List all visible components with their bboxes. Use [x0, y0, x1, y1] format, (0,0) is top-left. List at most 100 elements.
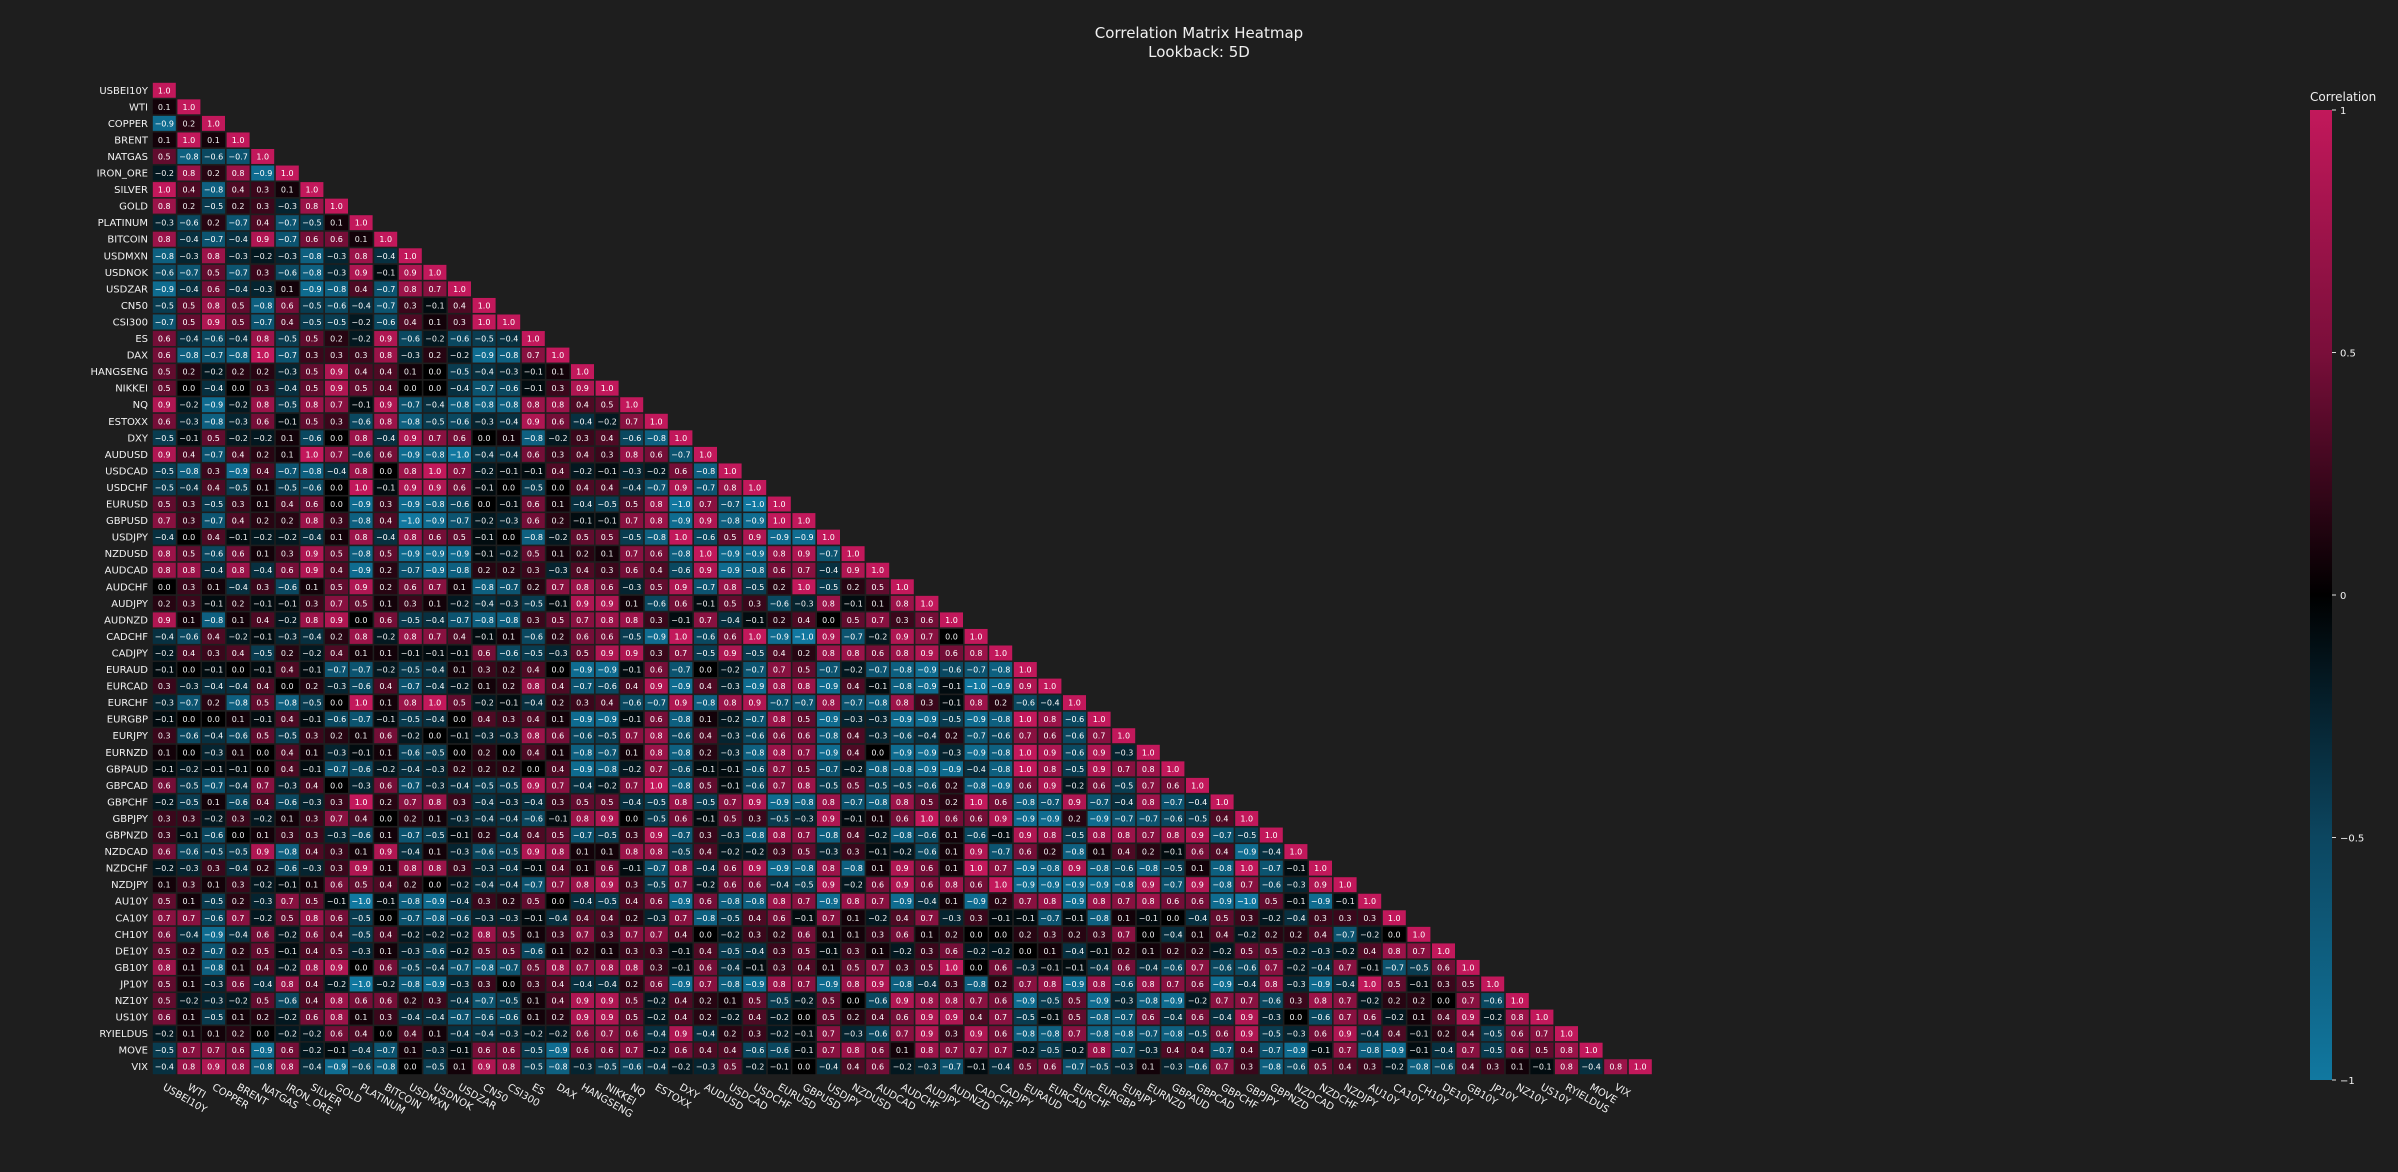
cell-value-label: −0.1: [696, 814, 715, 823]
cell-value-label: −0.2: [302, 1046, 321, 1055]
cell-value-label: −0.9: [302, 285, 321, 294]
cell-value-label: −0.4: [425, 963, 444, 972]
cell-value-label: 1.0: [453, 285, 466, 294]
cell-value-label: 0.4: [1191, 1046, 1204, 1055]
cell-value-label: 0.2: [478, 831, 491, 840]
cell-value-label: 0.1: [1142, 1063, 1155, 1072]
cell-value-label: 0.4: [183, 186, 196, 195]
cell-value-label: −0.6: [622, 1063, 641, 1072]
cell-value-label: 0.8: [625, 616, 638, 625]
cell-value-label: −0.6: [425, 947, 444, 956]
cell-value-label: 0.8: [306, 401, 319, 410]
cell-value-label: −0.6: [696, 632, 715, 641]
row-labels: USBEI10YWTICOPPERBRENTNATGASIRON_ORESILV…: [91, 86, 149, 1073]
cell-value-label: 0.8: [404, 467, 417, 476]
cell-value-label: 0.8: [158, 202, 171, 211]
cell-value-label: 0.3: [847, 848, 860, 857]
cell-value-label: 0.1: [552, 550, 565, 559]
cell-value-label: −0.7: [204, 235, 223, 244]
cell-value-label: −0.2: [745, 1063, 764, 1072]
cell-value-label: 0.1: [945, 831, 958, 840]
cell-value-label: 0.1: [404, 1046, 417, 1055]
cell-value-label: −0.9: [991, 781, 1010, 790]
cell-value-label: 0.5: [748, 997, 761, 1006]
cell-value-label: −0.5: [155, 467, 174, 476]
cell-value-label: 1.0: [355, 219, 368, 228]
cell-value-label: −0.8: [794, 864, 813, 873]
heatmap-cell: [152, 182, 176, 198]
cell-value-label: −0.1: [1286, 864, 1305, 873]
cell-value-label: −0.3: [1114, 1063, 1133, 1072]
cell-value-label: 0.4: [453, 301, 466, 310]
cell-value-label: 0.9: [158, 616, 171, 625]
cell-value-label: 0.9: [847, 566, 860, 575]
cell-value-label: 0.5: [502, 930, 515, 939]
cell-value-label: −0.1: [474, 632, 493, 641]
heatmap-cell: [423, 281, 447, 297]
heatmap-cell: [251, 264, 275, 280]
cell-value-label: 0.8: [330, 1013, 343, 1022]
cell-value-label: 0.2: [502, 566, 515, 575]
colorbar-ticks: 10.50−0.5−1: [2332, 106, 2364, 1087]
cell-value-label: 0.1: [355, 649, 368, 658]
row-label: BRENT: [114, 135, 149, 146]
heatmap-cell: [423, 314, 447, 330]
cell-value-label: 0.2: [552, 1013, 565, 1022]
cell-value-label: 0.1: [871, 814, 884, 823]
cell-value-label: 0.7: [183, 914, 196, 923]
cell-value-label: −0.8: [1139, 864, 1158, 873]
cell-value-label: 0.2: [330, 732, 343, 741]
cell-value-label: 0.1: [847, 930, 860, 939]
cell-value-label: −0.1: [474, 533, 493, 542]
cell-value-label: −0.2: [843, 881, 862, 890]
cell-value-label: −0.4: [548, 914, 567, 923]
cell-value-label: −0.1: [376, 715, 395, 724]
cell-value-label: −0.2: [425, 930, 444, 939]
cell-value-label: 0.9: [1314, 881, 1327, 890]
cell-value-label: −0.6: [376, 318, 395, 327]
cell-value-label: 0.9: [330, 368, 343, 377]
cell-value-label: 0.8: [896, 798, 909, 807]
cell-value-label: 0.9: [478, 1063, 491, 1072]
cell-value-label: 0.0: [847, 997, 860, 1006]
cell-value-label: 1.0: [183, 136, 196, 145]
cell-value-label: 0.0: [994, 930, 1007, 939]
cell-value-label: 0.7: [576, 930, 589, 939]
cell-value-label: 0.1: [945, 848, 958, 857]
cell-value-label: −0.5: [745, 583, 764, 592]
cell-value-label: 0.4: [379, 384, 392, 393]
heatmap-cell: [152, 248, 176, 264]
cell-value-label: 0.6: [650, 666, 663, 675]
cell-value-label: −0.2: [228, 997, 247, 1006]
cell-value-label: 0.4: [453, 632, 466, 641]
cell-value-label: −0.4: [179, 335, 198, 344]
cell-value-label: 0.9: [601, 997, 614, 1006]
cell-value-label: −0.1: [524, 368, 543, 377]
heatmap-cell: [275, 182, 299, 198]
cell-value-label: 0.9: [355, 268, 368, 277]
cell-value-label: 0.6: [1167, 781, 1180, 790]
cell-value-label: 0.8: [527, 401, 540, 410]
cell-value-label: 0.6: [871, 649, 884, 658]
cell-value-label: −0.5: [647, 881, 666, 890]
cell-value-label: −0.1: [1089, 947, 1108, 956]
cell-value-label: −0.3: [1163, 1063, 1182, 1072]
cell-value-label: −0.4: [1360, 1030, 1379, 1039]
cell-value-label: 0.0: [256, 765, 269, 774]
cell-value-label: −0.9: [671, 517, 690, 526]
cell-value-label: 0.8: [625, 963, 638, 972]
cell-value-label: −0.3: [179, 252, 198, 261]
cell-value-label: 0.4: [847, 1063, 860, 1072]
cell-value-label: −0.7: [1385, 963, 1404, 972]
cell-value-label: −0.2: [376, 666, 395, 675]
cell-value-label: 0.3: [527, 980, 540, 989]
cell-value-label: 0.4: [404, 318, 417, 327]
cell-value-label: −0.2: [1360, 997, 1379, 1006]
cell-value-label: −0.6: [524, 814, 543, 823]
cell-value-label: 0.6: [1117, 963, 1130, 972]
heatmap-cell: [325, 297, 348, 313]
cell-value-label: −0.4: [204, 384, 223, 393]
cell-value-label: 0.3: [330, 798, 343, 807]
cell-value-label: 0.7: [1117, 897, 1130, 906]
cell-value-label: −0.8: [819, 831, 838, 840]
